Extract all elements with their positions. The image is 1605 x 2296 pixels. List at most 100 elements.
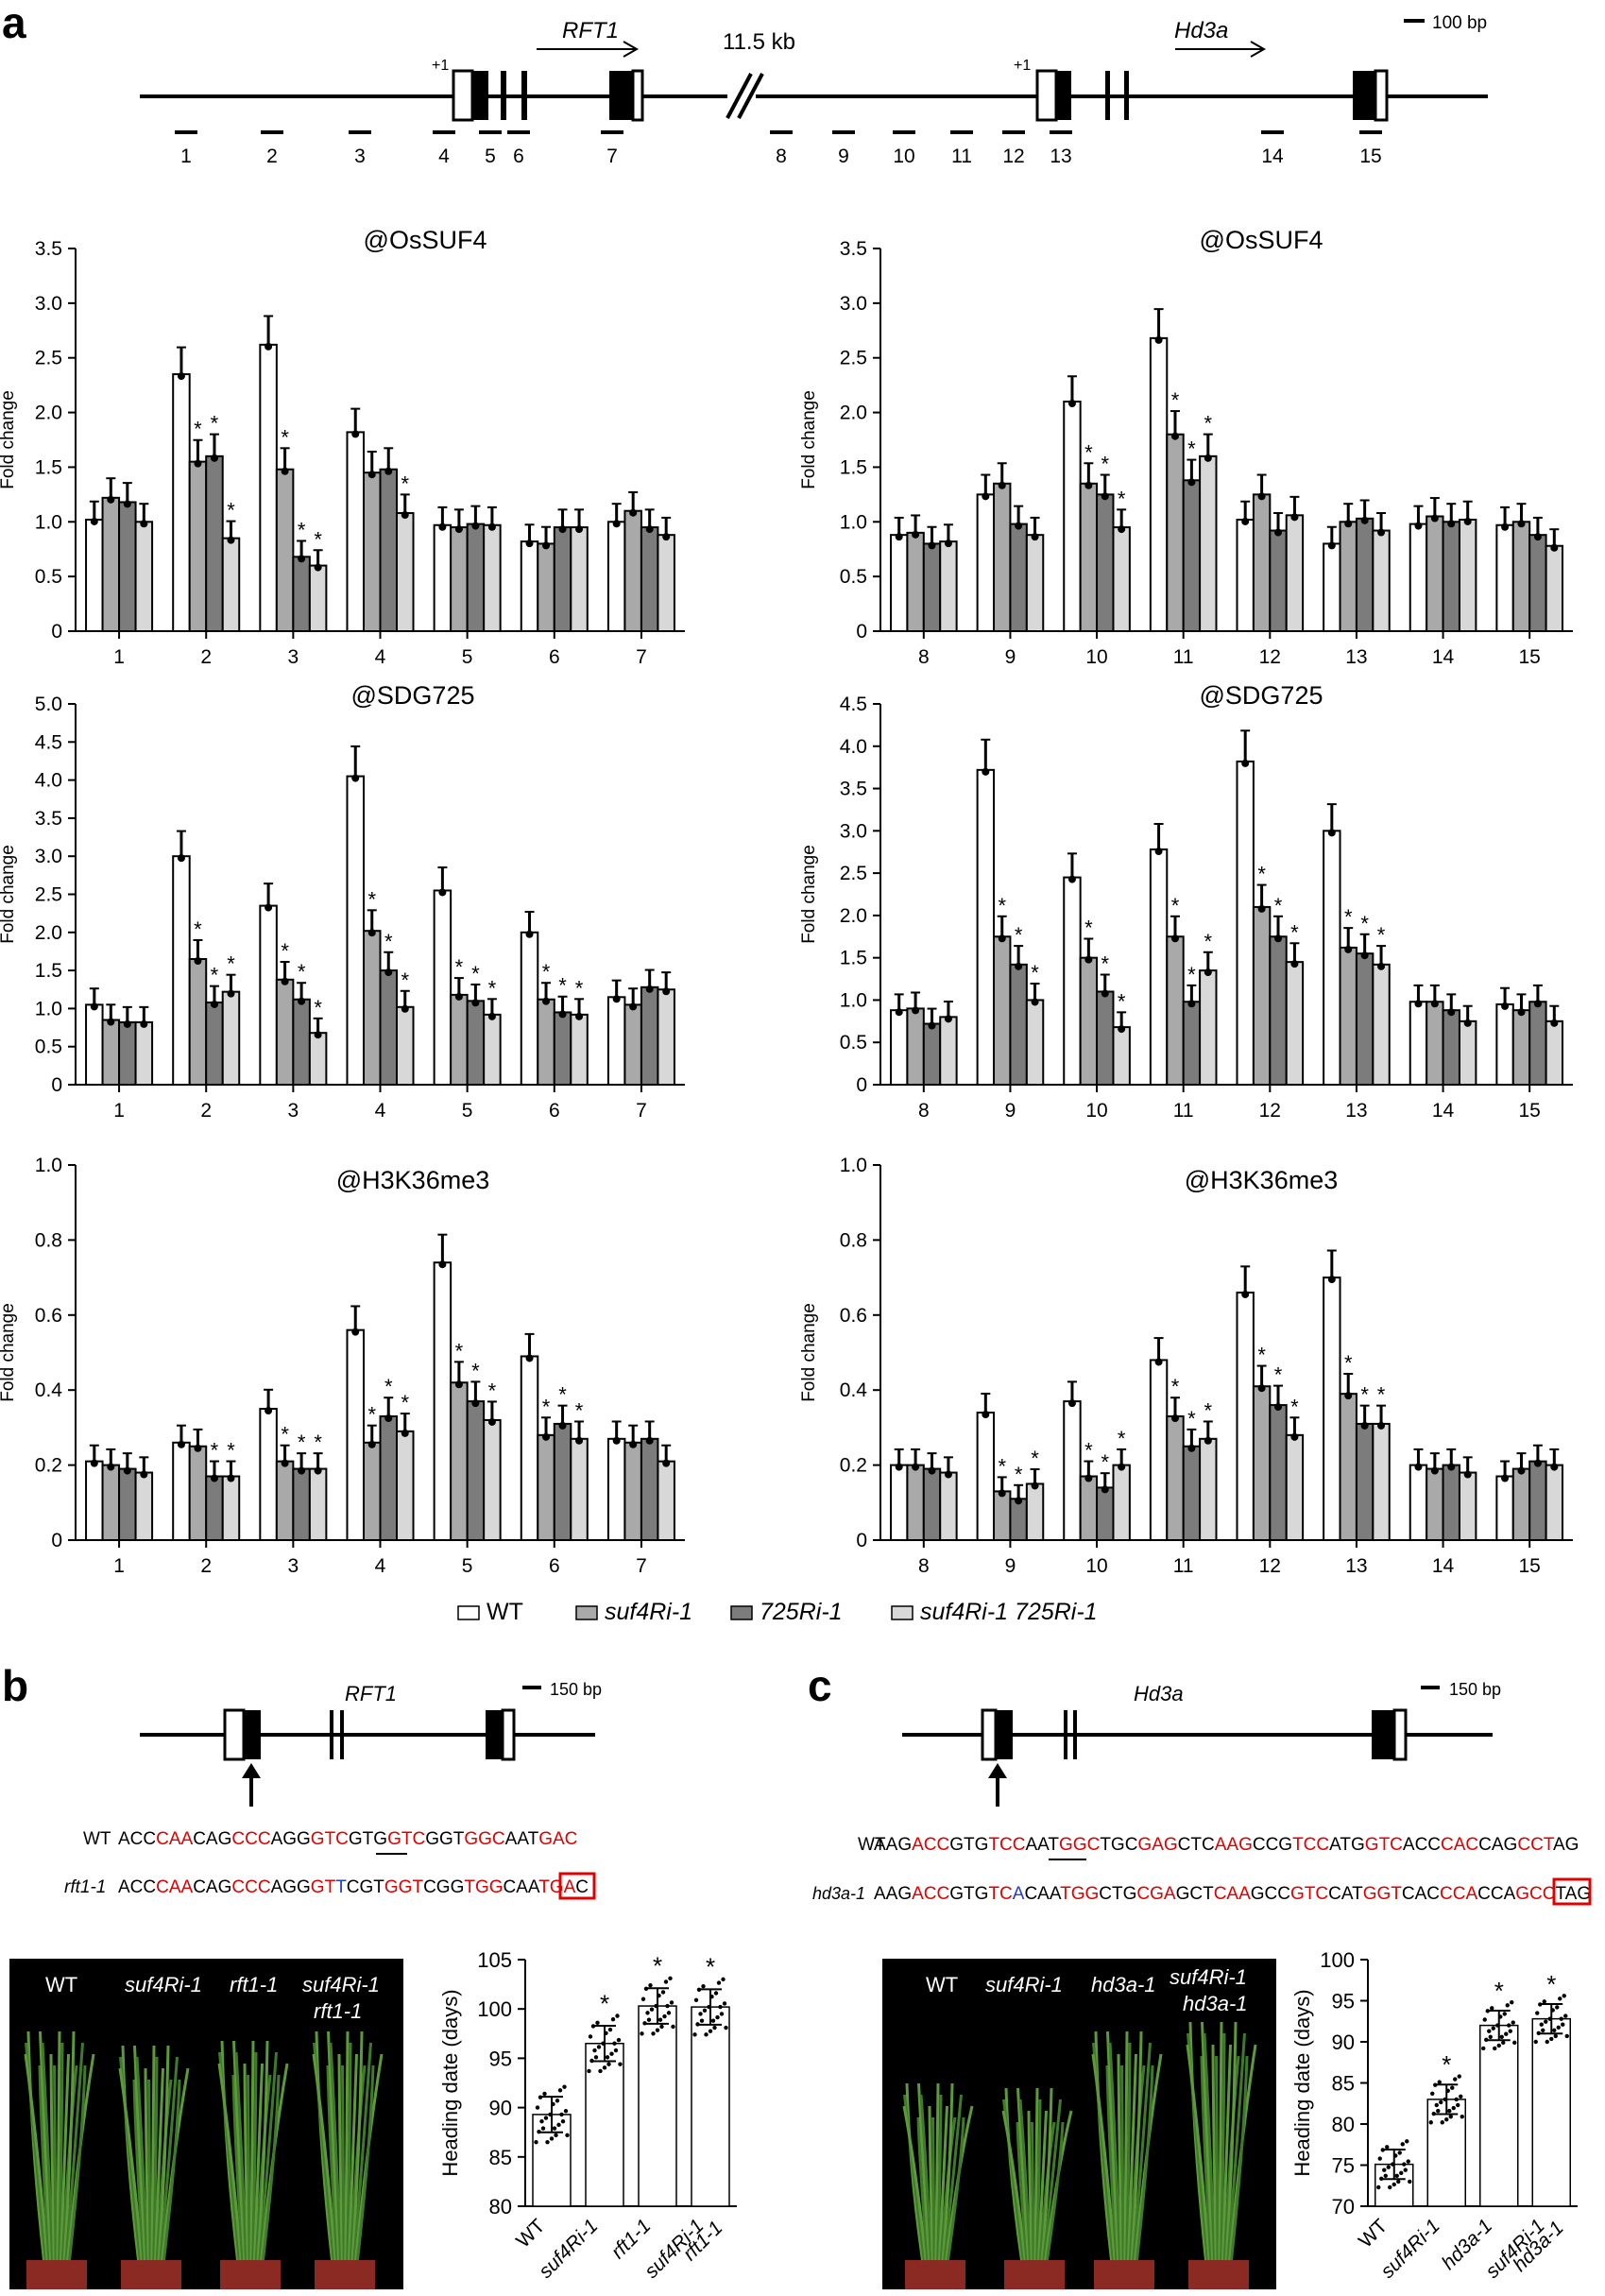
significance-star: *	[227, 1439, 235, 1463]
significance-star: *	[314, 1431, 322, 1454]
bar	[205, 1001, 224, 1087]
photo-label-rft1-b: rft1-1	[230, 1973, 278, 1996]
data-point	[1437, 2080, 1442, 2084]
data-point	[610, 2016, 616, 2022]
y-tick-label: 3.0	[35, 846, 62, 867]
significance-star: *	[1257, 863, 1266, 886]
y-tick-label: 5.0	[35, 694, 62, 715]
bar	[362, 930, 382, 1086]
plant-leaf	[49, 2053, 56, 2261]
bar	[1149, 848, 1169, 1087]
plant-leaf	[917, 2082, 931, 2261]
bar	[379, 969, 399, 1086]
data-point	[663, 1979, 669, 1984]
y-tick-label: 1.0	[35, 1155, 62, 1176]
bar	[483, 1013, 502, 1087]
codon: TGG	[1060, 1884, 1099, 1904]
data-point	[90, 1459, 98, 1467]
significance-star: *	[401, 471, 409, 495]
legend-label: suf4Ri-1 725Ri-1	[920, 1599, 1098, 1625]
plant-leaf	[1230, 2055, 1249, 2261]
data-point	[1490, 2006, 1494, 2011]
significance-star: *	[455, 955, 464, 979]
codon: GCT	[1176, 1884, 1215, 1904]
codon: GTC	[1365, 1835, 1403, 1855]
data-point	[719, 2012, 725, 2016]
data-point	[90, 517, 98, 525]
data-point	[1154, 848, 1163, 856]
x-tick-label: 13	[1345, 1555, 1367, 1577]
plant-leaf	[135, 2056, 148, 2261]
data-point	[1376, 2185, 1381, 2190]
significance-star: *	[1290, 1395, 1299, 1418]
bar	[1063, 401, 1082, 632]
bar	[101, 1464, 121, 1541]
data-point	[1508, 2029, 1512, 2033]
gene-label-rft1: RFT1	[562, 18, 619, 43]
data-point	[1453, 2077, 1458, 2082]
plant-pot	[905, 2260, 965, 2289]
data-point	[1434, 2102, 1439, 2108]
plant-leaf	[1035, 2099, 1042, 2261]
data-point	[351, 1328, 360, 1336]
gap-label: 11.5 kb	[723, 29, 795, 55]
bar	[1442, 521, 1460, 632]
plant-leaf	[68, 2065, 87, 2261]
data-point	[1382, 2167, 1387, 2172]
y-axis-label: Fold change	[799, 390, 819, 489]
scale-bar-label-c: 150 bp	[1449, 1680, 1501, 1699]
bar	[1339, 1393, 1357, 1542]
bar	[379, 1414, 399, 1541]
plant-leaf	[144, 2067, 150, 2261]
plant-leaf	[1037, 2110, 1048, 2261]
scale-bar-label: 100 bp	[1432, 13, 1487, 33]
y-tick-label: 0.4	[35, 1379, 63, 1401]
bar	[1372, 963, 1391, 1087]
data-point	[1447, 2108, 1452, 2114]
data-point	[616, 2037, 622, 2043]
data-point	[1535, 2011, 1540, 2015]
data-point	[1536, 2030, 1541, 2036]
codon: TC	[988, 1884, 1012, 1904]
data-point	[607, 2027, 613, 2032]
gene-diagram-c	[902, 1686, 1493, 1807]
bar	[606, 1437, 626, 1542]
data-point	[928, 1021, 936, 1030]
codon: CCG	[1253, 1835, 1292, 1855]
x-tick-label: 14	[1432, 646, 1455, 668]
plant-pot	[1094, 2260, 1154, 2289]
photo-label-suf4-b: suf4Ri-1	[125, 1973, 202, 1996]
data-point	[660, 1990, 666, 1995]
significance-star: *	[211, 1439, 219, 1463]
significance-star: *	[1031, 961, 1039, 985]
bar	[1166, 1414, 1185, 1541]
bar	[1236, 1291, 1255, 1541]
plant-leaf	[1120, 2065, 1125, 2261]
plant-leaf	[251, 2051, 258, 2261]
data-point	[1487, 2029, 1492, 2033]
codon: GTC	[1290, 1884, 1328, 1904]
significance-star: *	[1118, 989, 1126, 1013]
bar	[1495, 1002, 1514, 1087]
y-tick-label: 1.5	[35, 960, 62, 982]
codon: CGT	[347, 1877, 385, 1897]
bar	[976, 493, 996, 632]
bar	[1182, 479, 1202, 633]
data-point	[558, 1010, 567, 1019]
data-point	[384, 467, 393, 475]
bar	[537, 998, 555, 1087]
y-tick-label: 3.0	[840, 293, 867, 315]
seq-label-wt-c: WT	[858, 1835, 886, 1855]
plant-leaf	[1108, 2042, 1121, 2261]
bar	[922, 542, 942, 633]
data-point	[1533, 533, 1542, 541]
data-point	[314, 563, 322, 572]
data-point	[618, 2062, 623, 2066]
bar	[221, 537, 241, 633]
data-point	[1327, 829, 1336, 837]
plant-leaf	[231, 2074, 245, 2261]
data-point	[998, 934, 1006, 943]
data-point	[1505, 2003, 1510, 2008]
data-point	[629, 508, 638, 517]
plant-leaf	[258, 2051, 278, 2261]
